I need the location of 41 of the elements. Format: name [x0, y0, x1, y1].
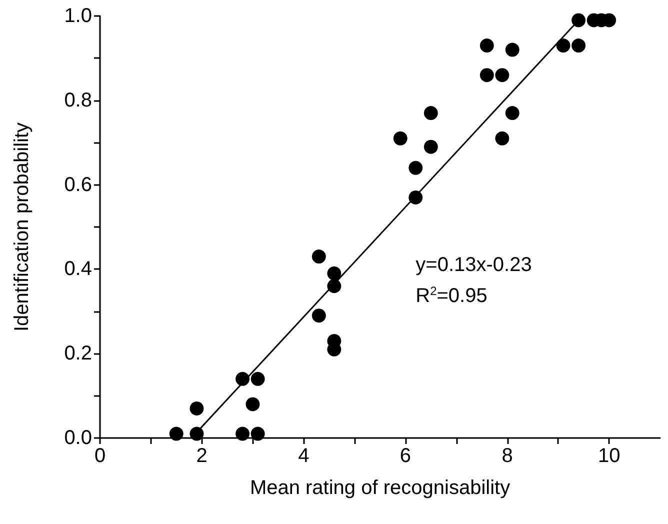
point — [236, 372, 250, 386]
x-tick-label: 6 — [400, 445, 412, 467]
point — [312, 250, 326, 264]
point — [408, 160, 423, 175]
x-tick-label: 4 — [298, 445, 310, 467]
point — [190, 401, 204, 416]
x-tick-label: 0 — [94, 445, 106, 467]
point — [169, 426, 184, 441]
y-tick-label: 0.6 — [64, 174, 92, 196]
point — [495, 131, 510, 146]
point — [572, 38, 586, 53]
annotation: y=0.13x-0.23 — [416, 254, 532, 276]
point — [250, 372, 265, 386]
x-tick-label: 10 — [598, 445, 620, 467]
point — [312, 308, 326, 323]
point — [393, 131, 408, 146]
point — [236, 426, 250, 441]
point — [505, 106, 520, 120]
text: 0.0 — [64, 427, 92, 449]
y-tick-label: 0.8 — [64, 89, 92, 112]
point — [327, 279, 342, 294]
point — [408, 190, 423, 204]
point — [505, 42, 520, 57]
point — [495, 68, 510, 82]
y-tick-label: 0.4 — [64, 258, 92, 280]
point — [480, 38, 494, 53]
point — [246, 397, 260, 412]
y-tick-label: 1.0 — [64, 5, 92, 27]
point — [480, 68, 494, 82]
x-axis-title: Mean rating of recognisability — [250, 477, 510, 499]
point — [572, 13, 586, 28]
point — [327, 266, 342, 280]
point — [556, 38, 570, 53]
point — [190, 426, 204, 441]
x-tick-label: 2 — [196, 445, 208, 467]
x-tick-label: 8 — [502, 445, 513, 467]
y-axis-title: Identification probability — [11, 122, 33, 332]
point — [424, 106, 438, 120]
point — [250, 426, 265, 441]
y-tick-label: 0.2 — [64, 342, 92, 365]
point — [424, 140, 438, 154]
